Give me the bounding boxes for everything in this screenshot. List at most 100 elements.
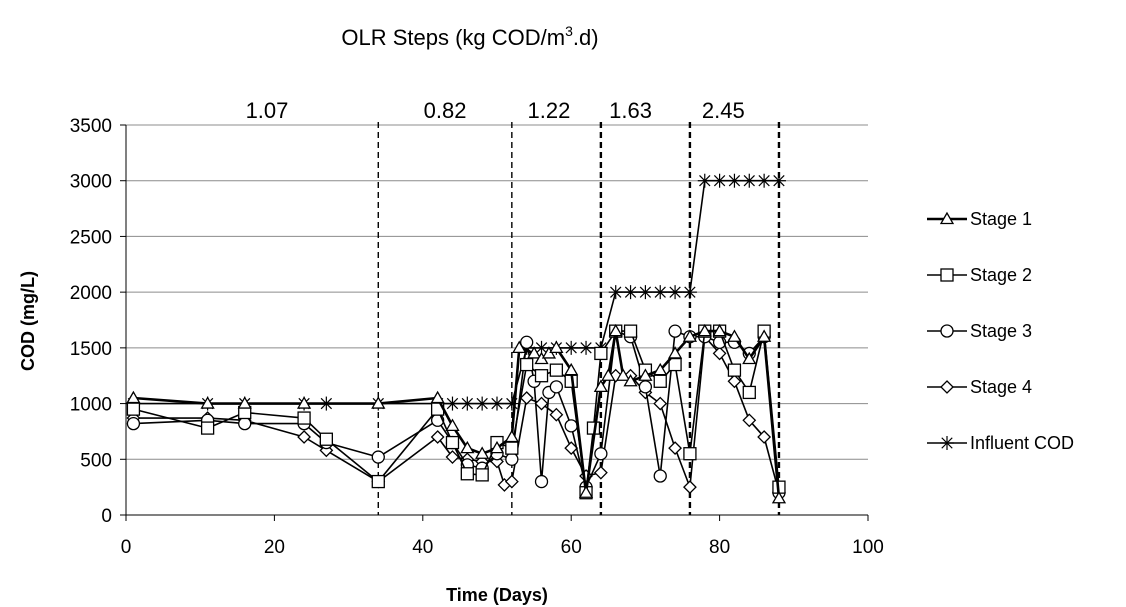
y-tick-label: 500	[80, 450, 112, 471]
y-tick-label: 3500	[70, 116, 112, 137]
triangle-marker	[549, 340, 564, 354]
star-marker	[579, 340, 594, 355]
x-tick-label: 60	[561, 537, 582, 558]
triangle-marker	[623, 373, 638, 387]
circle-marker	[940, 324, 954, 338]
circle-marker	[638, 380, 653, 394]
circle-marker	[594, 447, 608, 461]
circle-marker	[505, 452, 519, 466]
triangle-marker	[727, 329, 742, 342]
axes: 0 500 1000 1500 2000 2500 3000 3500 0 20 40 60 80 100	[70, 116, 884, 558]
diamond-marker	[430, 430, 445, 444]
triangle-marker	[126, 390, 141, 404]
star-marker	[623, 285, 638, 300]
legend-item: Influent COD	[927, 433, 1074, 453]
square-marker	[594, 346, 608, 361]
diamond-marker	[712, 346, 727, 361]
x-tick-label: 100	[852, 537, 884, 558]
series-line	[133, 335, 780, 493]
olr-label: 1.63	[609, 98, 652, 123]
legend-label: Stage 3	[970, 321, 1032, 341]
x-tick-label: 40	[412, 537, 433, 558]
star-marker	[608, 285, 623, 300]
diamond-marker	[668, 441, 682, 456]
series-stage-1	[126, 323, 787, 504]
star-marker	[727, 173, 742, 188]
triangle-marker	[371, 396, 386, 409]
square-marker	[623, 324, 638, 338]
star-marker	[712, 173, 727, 188]
square-marker	[668, 357, 682, 372]
diamond-marker	[519, 391, 534, 405]
x-axis-label: Time (Days)	[446, 585, 548, 605]
diamond-marker	[653, 396, 668, 411]
diamond-marker	[742, 413, 757, 428]
star-marker	[564, 340, 579, 355]
star-marker	[653, 285, 668, 300]
circle-marker	[564, 419, 578, 433]
star-marker	[682, 285, 697, 300]
triangle-marker	[742, 351, 757, 365]
legend-item: Stage 4	[927, 377, 1032, 397]
triangle-marker	[512, 340, 527, 354]
square-marker	[371, 474, 385, 489]
triangle-marker	[608, 323, 623, 337]
square-marker	[549, 363, 564, 377]
x-tick-label: 80	[709, 537, 730, 558]
legend-item: Stage 3	[927, 321, 1032, 341]
diamond-marker	[445, 450, 460, 464]
square-marker	[653, 374, 667, 388]
diamond-marker	[549, 407, 564, 422]
title-main: OLR Steps (kg COD/m	[341, 25, 565, 50]
triangle-marker	[504, 429, 519, 443]
legend-item: Stage 2	[927, 265, 1032, 285]
legend-label: Stage 4	[970, 377, 1032, 397]
star-marker	[445, 396, 460, 411]
olr-label: 1.07	[246, 98, 289, 123]
star-marker	[490, 396, 504, 411]
square-marker	[200, 421, 215, 435]
diamond-marker	[757, 430, 772, 444]
legend: Stage 1 Stage 2 Stage 3 Stage 4 Influent COD	[927, 209, 1074, 453]
star-marker	[668, 285, 683, 300]
star-marker	[757, 173, 772, 188]
triangle-marker	[593, 379, 609, 393]
square-marker	[319, 432, 333, 446]
circle-marker	[668, 324, 682, 338]
triangle-marker	[489, 440, 505, 454]
circle-marker	[534, 474, 549, 489]
star-marker	[460, 396, 475, 411]
circle-marker	[238, 416, 252, 431]
square-marker	[475, 468, 489, 482]
title-superscript: 3	[565, 23, 573, 39]
legend-label: Stage 2	[970, 265, 1032, 285]
legend-item: Stage 1	[927, 209, 1032, 229]
circle-marker	[371, 450, 385, 464]
triangle-marker	[200, 396, 215, 409]
triangle-marker	[653, 362, 668, 376]
triangle-marker	[475, 446, 490, 459]
star-marker	[697, 173, 712, 188]
square-marker	[742, 385, 756, 400]
star-marker	[771, 173, 786, 188]
square-marker	[460, 467, 474, 481]
diamond-marker	[683, 480, 697, 495]
y-tick-label: 0	[101, 506, 112, 527]
diamond-marker	[593, 465, 608, 480]
triangle-marker	[445, 418, 460, 432]
title-tail: .d)	[573, 25, 599, 50]
triangle-marker	[237, 396, 252, 409]
y-tick-label: 1500	[70, 339, 112, 360]
circle-marker	[653, 469, 667, 483]
square-marker	[683, 447, 697, 461]
diamond-marker	[564, 441, 579, 456]
triangle-marker	[296, 396, 312, 409]
square-marker	[445, 435, 460, 450]
diamond-marker	[534, 396, 549, 411]
triangle-marker	[712, 323, 727, 337]
triangle-marker	[638, 368, 653, 381]
square-marker	[727, 363, 742, 377]
square-marker	[126, 402, 141, 416]
square-marker	[534, 369, 549, 383]
square-marker	[297, 411, 311, 425]
